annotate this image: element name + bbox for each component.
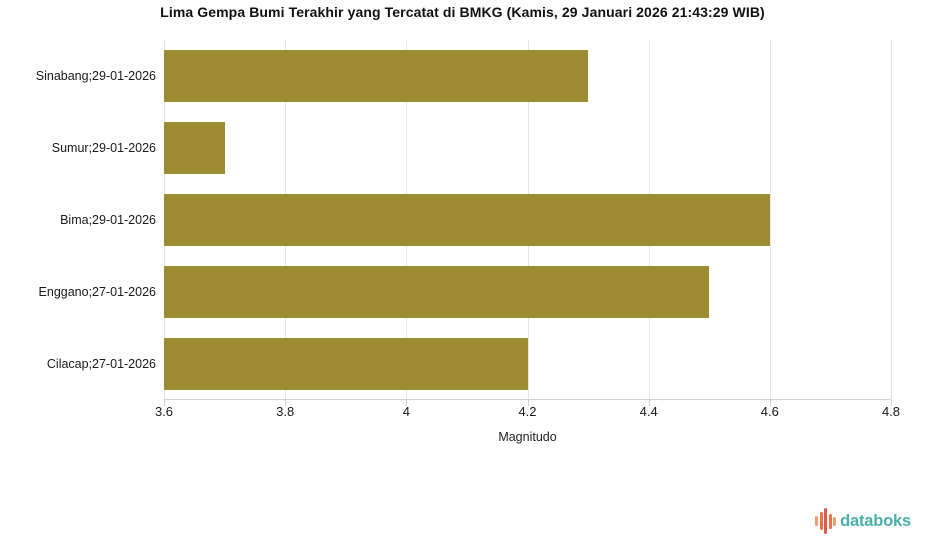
x-tick-label: 4.4 <box>639 404 658 419</box>
bar-row <box>164 184 891 256</box>
bar-row <box>164 256 891 328</box>
x-tick-mark <box>285 400 287 406</box>
x-tick-mark <box>769 400 771 406</box>
y-axis-label: Sumur;29-01-2026 <box>51 141 156 155</box>
x-tick-label: 4.6 <box>760 404 779 419</box>
databoks-icon-bar <box>819 512 823 530</box>
databoks-icon-bar <box>824 508 828 534</box>
gridline <box>769 40 771 399</box>
x-tick-label: 4.2 <box>518 404 537 419</box>
x-tick-label: 3.6 <box>154 404 174 419</box>
databoks-logo[interactable]: databoks <box>815 507 911 535</box>
databoks-icon-bar <box>828 513 832 529</box>
x-tick-label: 3.8 <box>276 404 295 419</box>
x-tick-label: 4 <box>402 404 410 419</box>
x-tick-mark <box>527 400 529 406</box>
x-tick-mark <box>648 400 650 406</box>
bar-cilacap <box>164 338 528 390</box>
x-tick-label: 4.8 <box>881 404 901 419</box>
x-tick-mark <box>891 400 892 406</box>
y-axis-label: Cilacap;27-01-2026 <box>46 357 156 371</box>
bar-sumur <box>164 122 225 174</box>
y-axis-label: Enggano;27-01-2026 <box>38 285 156 299</box>
bar-enggano <box>164 266 710 318</box>
databoks-icon-bar <box>815 516 819 526</box>
y-axis-label: Sinabang;29-01-2026 <box>35 69 156 83</box>
databoks-logo-text: databoks <box>840 511 911 530</box>
gridline <box>891 40 892 399</box>
x-tick-mark <box>164 400 165 406</box>
chart-title: Lima Gempa Bumi Terakhir yang Tercatat d… <box>160 4 765 20</box>
bar-row <box>164 328 891 400</box>
bar-row <box>164 40 891 112</box>
y-axis-labels: Sinabang;29-01-2026 Sumur;29-01-2026 Bima;… <box>0 40 156 400</box>
plot-area <box>164 40 892 406</box>
x-axis-title: Magnitudo <box>498 430 557 444</box>
bar-bima <box>164 194 770 246</box>
databoks-pulse-icon <box>815 507 837 535</box>
x-tick-mark <box>406 400 408 406</box>
bar-sinabang <box>164 50 589 102</box>
y-axis-label: Bima;29-01-2026 <box>60 213 156 227</box>
databoks-icon-bar <box>833 516 837 526</box>
bar-row <box>164 112 891 184</box>
